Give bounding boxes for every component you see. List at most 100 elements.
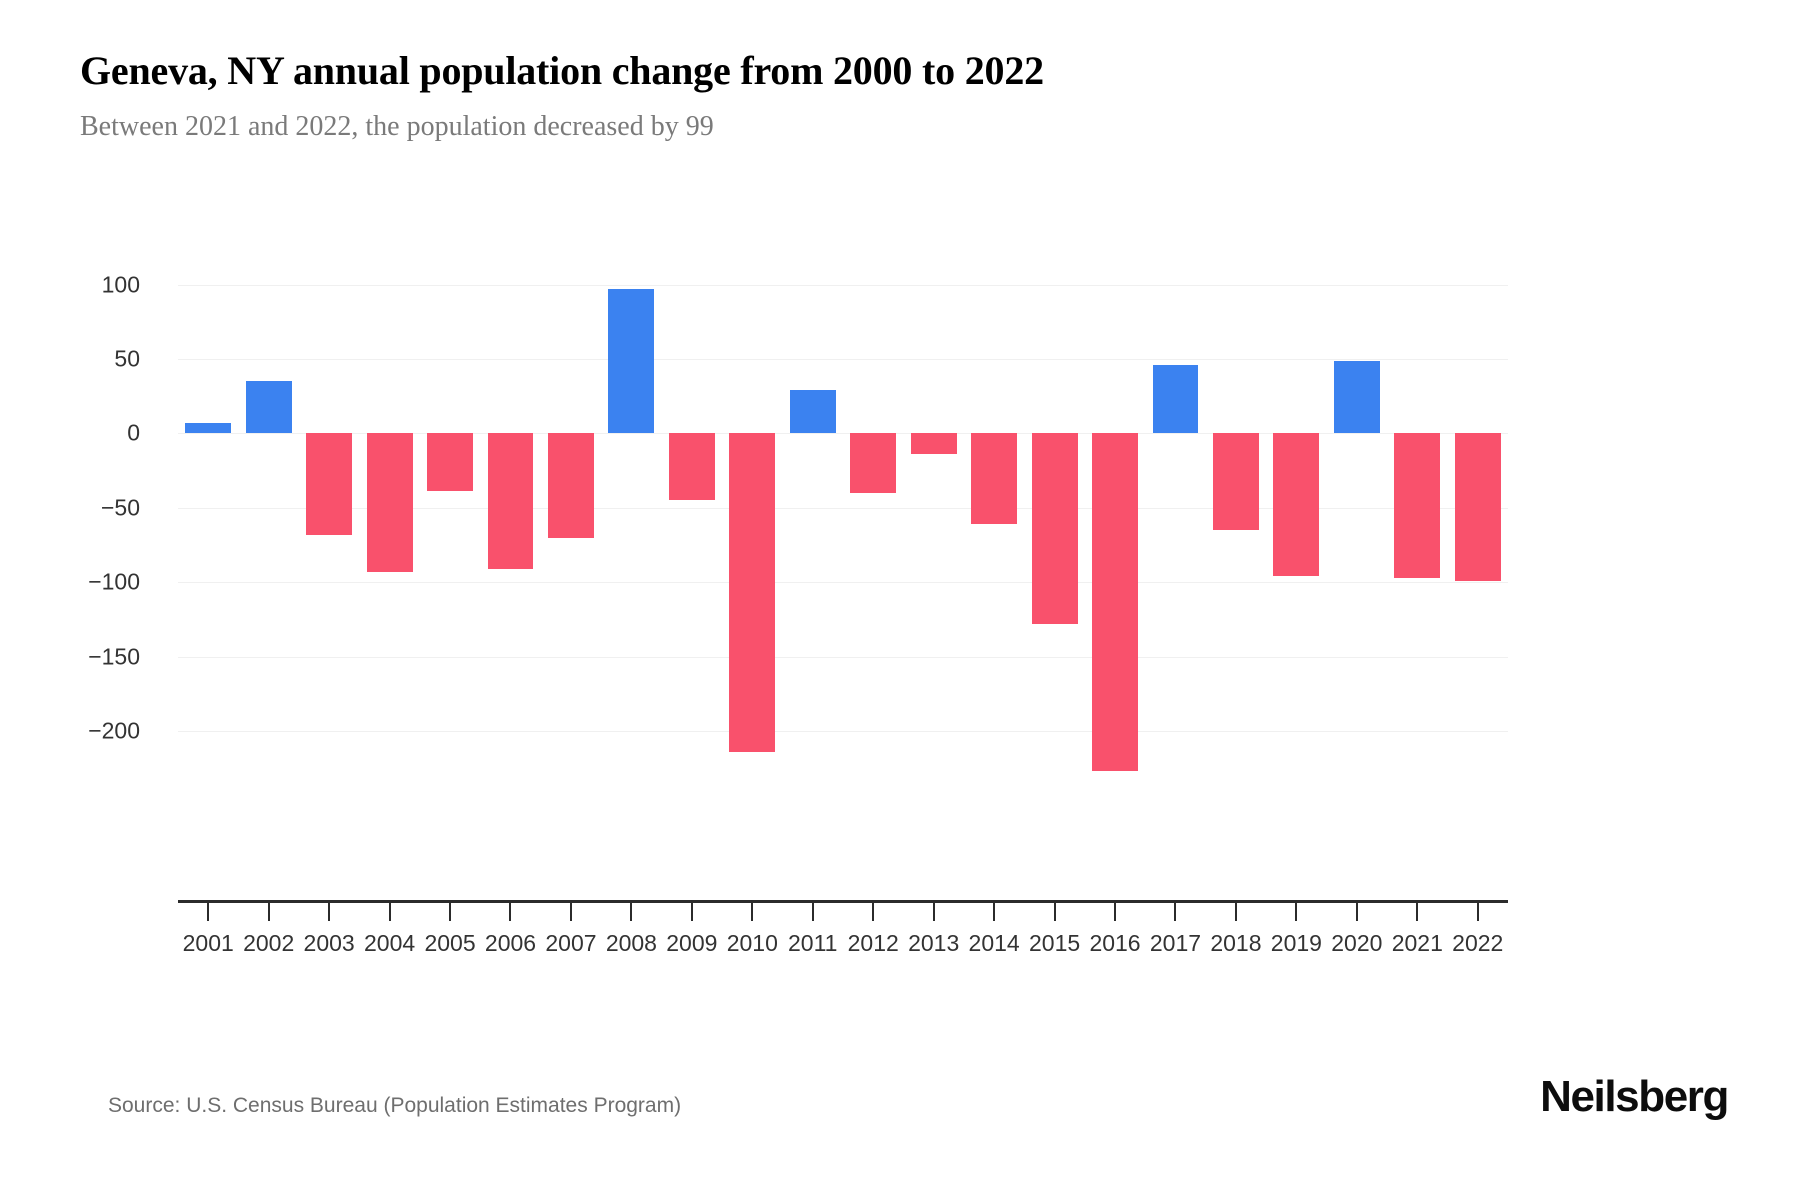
y-axis-tick-label: 100 — [101, 271, 140, 298]
bar-slot — [541, 255, 601, 783]
bar-slot — [1448, 255, 1508, 783]
tick-slot — [662, 903, 722, 921]
x-axis-tick-label: 2011 — [788, 930, 838, 956]
bar-2022[interactable] — [1454, 433, 1501, 581]
bar-series — [178, 255, 1508, 783]
bar-2016[interactable] — [1092, 433, 1138, 772]
tick-mark — [932, 903, 935, 921]
y-axis-tick-label: 0 — [127, 419, 140, 446]
bar-2013[interactable] — [910, 433, 957, 455]
tick-slot — [1145, 903, 1205, 921]
gridline — [178, 433, 1508, 435]
tick-mark — [751, 903, 754, 921]
bar-2001[interactable] — [185, 423, 232, 434]
bar-2012[interactable] — [850, 433, 897, 493]
plot-area — [178, 255, 1508, 783]
bar-slot — [601, 255, 661, 783]
x-axis-tick-label: 2019 — [1270, 930, 1322, 956]
bar-slot — [178, 255, 238, 783]
bar-2019[interactable] — [1273, 433, 1320, 577]
bar-2003[interactable] — [306, 433, 353, 535]
x-axis-tick-label: 2015 — [1028, 930, 1081, 956]
bar-2010[interactable] — [729, 433, 776, 752]
tick-mark — [1053, 903, 1056, 921]
x-axis-tick-label: 2001 — [182, 930, 234, 956]
gridline — [178, 284, 1508, 286]
tick-mark — [267, 903, 270, 921]
bar-slot — [420, 255, 480, 783]
tick-slot — [299, 903, 359, 921]
bar-slot — [662, 255, 722, 783]
bar-2018[interactable] — [1212, 433, 1259, 531]
tick-mark — [509, 903, 512, 921]
bar-2014[interactable] — [971, 433, 1018, 525]
y-axis-labels: 100 50 0 −50 −100 −150 −200 — [0, 255, 160, 783]
bar-2009[interactable] — [668, 433, 715, 501]
bar-slot — [722, 255, 782, 783]
source-note: Source: U.S. Census Bureau (Population E… — [108, 1094, 682, 1117]
x-axis-ticks — [178, 903, 1508, 921]
page-title: Geneva, NY annual population change from… — [80, 48, 1044, 93]
tick-mark — [993, 903, 996, 921]
tick-mark — [690, 903, 693, 921]
x-axis-tick-label: 2021 — [1391, 930, 1443, 956]
bar-2004[interactable] — [366, 433, 413, 572]
x-axis-tick-label: 2010 — [726, 930, 778, 956]
tick-mark — [1114, 903, 1117, 921]
x-axis-tick-label: 2020 — [1331, 930, 1383, 956]
tick-slot — [1448, 903, 1508, 921]
x-axis-tick-label: 2018 — [1210, 930, 1262, 956]
tick-mark — [388, 903, 391, 921]
bar-2008[interactable] — [608, 289, 655, 434]
bar-2005[interactable] — [427, 433, 473, 492]
y-axis-tick-label: −100 — [88, 568, 140, 595]
bar-2011[interactable] — [789, 390, 836, 434]
bar-2007[interactable] — [547, 433, 594, 538]
tick-slot — [420, 903, 480, 921]
x-axis-tick-label: 2003 — [303, 930, 355, 956]
bar-slot — [299, 255, 359, 783]
x-axis-tick-label: 2008 — [605, 930, 657, 956]
bar-slot — [843, 255, 903, 783]
x-axis-tick-label: 2022 — [1452, 930, 1504, 956]
bar-2006[interactable] — [487, 433, 534, 569]
y-axis-tick-label: −200 — [88, 717, 140, 744]
tick-slot — [843, 903, 903, 921]
tick-slot — [238, 903, 298, 921]
bar-slot — [903, 255, 963, 783]
gridline — [178, 359, 1508, 361]
bar-2002[interactable] — [245, 381, 292, 434]
bar-2015[interactable] — [1031, 433, 1078, 624]
tick-mark — [1355, 903, 1358, 921]
tick-mark — [811, 903, 814, 921]
x-axis-tick-label: 2006 — [484, 930, 537, 956]
bar-slot — [1206, 255, 1266, 783]
x-axis-tick-label: 2017 — [1149, 930, 1202, 956]
bar-slot — [1145, 255, 1205, 783]
bar-2021[interactable] — [1394, 433, 1441, 578]
y-axis-tick-label: −150 — [88, 643, 140, 670]
tick-slot — [601, 903, 661, 921]
tick-slot — [1387, 903, 1447, 921]
gridline — [178, 507, 1508, 509]
tick-slot — [1206, 903, 1266, 921]
x-axis-line — [178, 900, 1508, 903]
tick-slot — [1327, 903, 1387, 921]
tick-mark — [1295, 903, 1298, 921]
bar-slot — [1085, 255, 1145, 783]
tick-slot — [541, 903, 601, 921]
y-axis-tick-label: 50 — [114, 345, 140, 372]
tick-slot — [1085, 903, 1145, 921]
tick-mark — [630, 903, 633, 921]
x-axis-tick-label: 2004 — [364, 930, 416, 956]
x-axis-tick-label: 2013 — [908, 930, 960, 956]
bar-slot — [359, 255, 419, 783]
bar-2020[interactable] — [1333, 360, 1380, 434]
tick-mark — [1174, 903, 1177, 921]
tick-slot — [178, 903, 238, 921]
chart-header: Geneva, NY annual population change from… — [80, 48, 1730, 144]
x-axis-tick-label: 2014 — [968, 930, 1020, 956]
bar-slot — [964, 255, 1024, 783]
bar-2017[interactable] — [1152, 365, 1199, 434]
